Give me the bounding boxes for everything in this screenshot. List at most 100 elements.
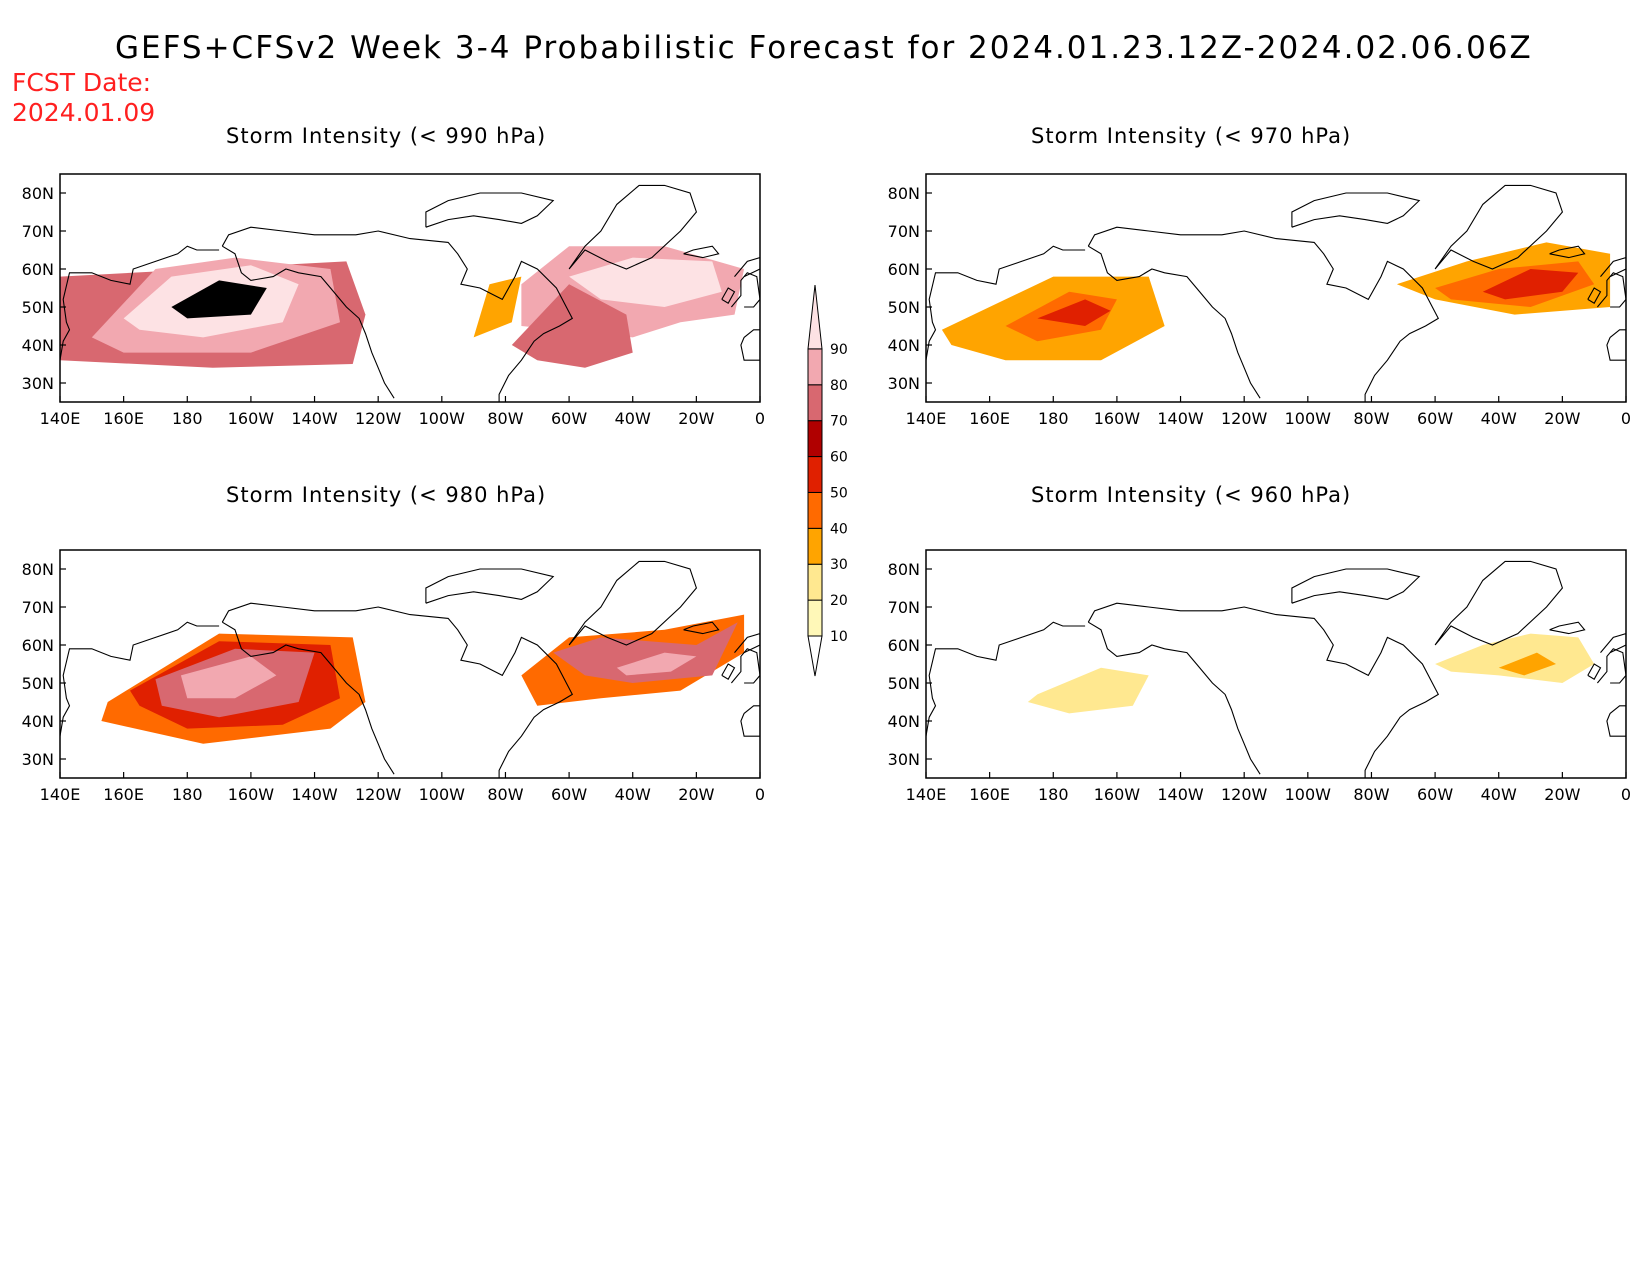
lon-tick-label: 140W [291, 409, 338, 428]
panel-title-990: Storm Intensity (< 990 hPa) [226, 124, 547, 148]
lon-tick-label: 160E [969, 785, 1010, 804]
coastline-p980-0 [60, 621, 220, 737]
lon-tick-label: 100W [419, 785, 466, 804]
coastline-p980-1 [221, 602, 574, 778]
lon-tick-label: 140W [1157, 785, 1204, 804]
lat-tick-label: 30N [22, 374, 54, 393]
probability-area-p960-0 [1027, 667, 1149, 714]
lat-tick-label: 40N [888, 336, 920, 355]
coastline-p980-6 [730, 648, 760, 684]
coastline-p960-5 [1549, 621, 1586, 635]
coastline-p980-2 [222, 621, 395, 775]
probability-area-p980-3 [180, 656, 277, 699]
coastline-p990-7 [721, 287, 736, 304]
coastline-p990-1 [221, 226, 574, 402]
lat-tick-label: 60N [22, 260, 54, 279]
colorbar-level-label: 10 [830, 629, 848, 645]
colorbar-segment [807, 527, 823, 565]
lon-tick-label: 0 [1621, 785, 1631, 804]
lat-tick-label: 50N [888, 298, 920, 317]
colorbar: 10 20 30 40 50 60 70 80 90 [807, 284, 848, 677]
lon-tick-label: 20W [678, 785, 714, 804]
lon-tick-label: 160E [969, 409, 1010, 428]
colorbar-level-label: 80 [830, 378, 848, 394]
lon-tick-label: 20W [1544, 785, 1580, 804]
coastline-p970-3 [1434, 184, 1564, 270]
lon-tick-label: 140W [291, 785, 338, 804]
lat-tick-label: 60N [888, 636, 920, 655]
coastline-p970-6 [1596, 272, 1626, 308]
forecast-date-label: FCST Date: 2024.01.09 [12, 68, 155, 128]
lon-tick-label: 60W [1417, 785, 1453, 804]
lat-tick-label: 60N [22, 636, 54, 655]
lon-tick-label: 160W [228, 785, 275, 804]
lat-tick-label: 30N [888, 750, 920, 769]
lon-tick-label: 160W [228, 409, 275, 428]
colorbar-segment [807, 384, 823, 422]
lon-tick-label: 140E [40, 409, 81, 428]
lat-tick-label: 40N [888, 712, 920, 731]
coastline-p980-5 [683, 621, 720, 635]
lat-tick-label: 70N [22, 222, 54, 241]
lon-tick-label: 140W [1157, 409, 1204, 428]
lon-tick-label: 60W [551, 785, 587, 804]
lat-tick-label: 80N [888, 560, 920, 579]
coastline-p990-9 [734, 257, 760, 278]
lon-tick-label: 20W [678, 409, 714, 428]
lon-tick-label: 100W [1285, 785, 1332, 804]
colorbar-level-label: 70 [830, 414, 848, 430]
map-frame-p970 [925, 173, 1627, 403]
coastline-p960-6 [1596, 648, 1626, 684]
map-frame-p980 [59, 549, 761, 779]
colorbar-lower-extension [807, 635, 823, 677]
lon-tick-label: 60W [1417, 409, 1453, 428]
colorbar-level-label: 20 [830, 593, 848, 609]
probability-area-p970-5 [1482, 269, 1579, 300]
fcst-label-text: FCST Date: [12, 68, 152, 97]
probability-area-p960-2 [1498, 652, 1556, 676]
lon-tick-label: 60W [551, 409, 587, 428]
probability-area-p980-6 [616, 652, 697, 676]
probability-area-p990-6 [511, 284, 633, 368]
probability-area-p970-2 [1037, 299, 1111, 326]
panel-title-980: Storm Intensity (< 980 hPa) [226, 483, 547, 507]
colorbar-level-label: 50 [830, 485, 848, 501]
colorbar-segment [807, 420, 823, 458]
map-panel-p980: 140E 160E 180 160W 140W 120W 100W 80W 60W 40W 20W 0… [22, 549, 765, 804]
colorbar-segment [807, 284, 823, 350]
coastline-p960-4 [1291, 568, 1421, 604]
coastline-p990-6 [730, 272, 760, 308]
map-frame-p990 [59, 173, 761, 403]
lon-tick-label: 100W [1285, 409, 1332, 428]
coastline-p980-3 [568, 560, 698, 646]
map-content-p980 [60, 560, 760, 778]
colorbar-level-label: 90 [830, 342, 848, 358]
lon-tick-label: 0 [755, 409, 765, 428]
lon-tick-label: 100W [419, 409, 466, 428]
lon-tick-label: 180 [1038, 409, 1069, 428]
probability-area-p960-1 [1435, 633, 1595, 683]
lat-tick-label: 70N [22, 598, 54, 617]
lon-tick-label: 120W [355, 785, 402, 804]
coastline-p980-9 [734, 633, 760, 654]
lon-tick-label: 40W [1481, 409, 1517, 428]
lon-tick-label: 80W [1353, 409, 1389, 428]
map-content-p990 [60, 184, 760, 402]
colorbar-segment [807, 456, 823, 493]
lon-tick-label: 140E [40, 785, 81, 804]
coastline-p970-0 [926, 245, 1086, 361]
lon-tick-label: 160W [1094, 785, 1141, 804]
lat-tick-label: 70N [888, 222, 920, 241]
panel-title-970: Storm Intensity (< 970 hPa) [1031, 124, 1352, 148]
lon-tick-label: 40W [615, 409, 651, 428]
coastline-p970-8 [1606, 329, 1626, 361]
coastline-p990-8 [740, 329, 760, 361]
map-content-p960 [926, 560, 1626, 778]
lat-tick-label: 80N [888, 184, 920, 203]
colorbar-segment [807, 491, 823, 529]
coastline-p960-3 [1434, 560, 1564, 646]
lat-tick-label: 60N [888, 260, 920, 279]
lat-tick-label: 30N [888, 374, 920, 393]
coastline-p990-3 [568, 184, 698, 270]
